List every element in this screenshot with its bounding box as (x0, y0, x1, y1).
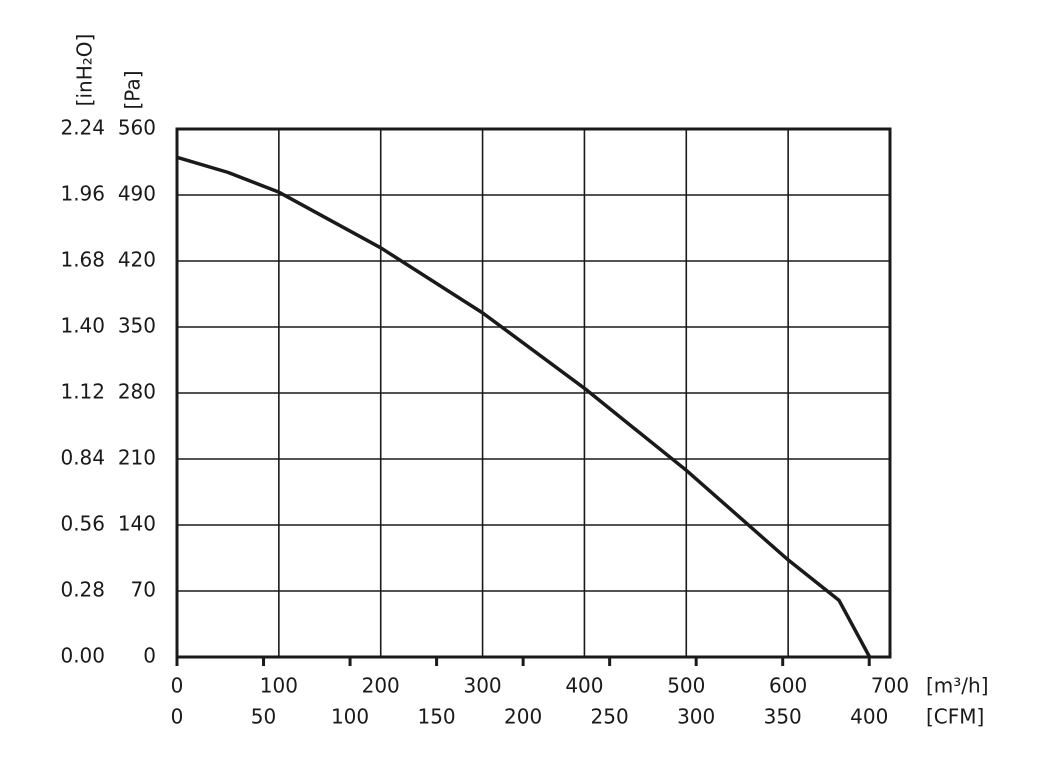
x-tick-label: 700 (871, 674, 909, 698)
x2-tick-label: 0 (171, 705, 184, 729)
y-tick-label: 280 (118, 380, 156, 404)
y-tick-label: 560 (118, 116, 156, 140)
x2-tick-label: 150 (417, 705, 455, 729)
y-tick-label: 0 (143, 644, 156, 668)
x-tick-label: 0 (171, 674, 184, 698)
x-tick-label: 400 (565, 674, 603, 698)
y-tick-label: 490 (118, 182, 156, 206)
y-tick-label: 210 (118, 446, 156, 470)
y-tick-label: 420 (118, 248, 156, 272)
y2-tick-label: 0.56 (60, 512, 105, 536)
x2-tick-label: 200 (504, 705, 542, 729)
y-axis-label: [Pa] (121, 70, 145, 109)
y2-tick-label: 0.28 (60, 578, 105, 602)
x2-tick-label: 400 (850, 705, 888, 729)
plot-frame (175, 127, 892, 659)
y2-tick-label: 1.12 (60, 380, 105, 404)
y-tick-label: 140 (118, 512, 156, 536)
y-tick-label: 70 (131, 578, 156, 602)
x2-tick-label: 350 (764, 705, 802, 729)
x-tick-label: 300 (463, 674, 501, 698)
x-tick-label: 100 (260, 674, 298, 698)
y2-tick-label: 1.96 (60, 182, 105, 206)
x-tick-label: 500 (667, 674, 705, 698)
x2-tick-label: 250 (591, 705, 629, 729)
y2-tick-label: 0.84 (60, 446, 105, 470)
x-tick-label: 600 (769, 674, 807, 698)
y-tick-label: 350 (118, 314, 156, 338)
y2-tick-label: 1.68 (60, 248, 105, 272)
y2-tick-label: 1.40 (60, 314, 105, 338)
x2-axis-label: [CFM] (926, 705, 984, 729)
x-tick-label: 200 (362, 674, 400, 698)
x2-tick-label: 50 (251, 705, 276, 729)
curve (176, 155, 872, 658)
y2-tick-label: 0.00 (60, 644, 105, 668)
y2-tick-label: 2.24 (60, 116, 105, 140)
x-axis-label: [m³/h] (926, 674, 989, 698)
x2-tick-label: 300 (677, 705, 715, 729)
y2-axis-label: [inH₂O] (73, 34, 97, 107)
x2-tick-label: 100 (331, 705, 369, 729)
